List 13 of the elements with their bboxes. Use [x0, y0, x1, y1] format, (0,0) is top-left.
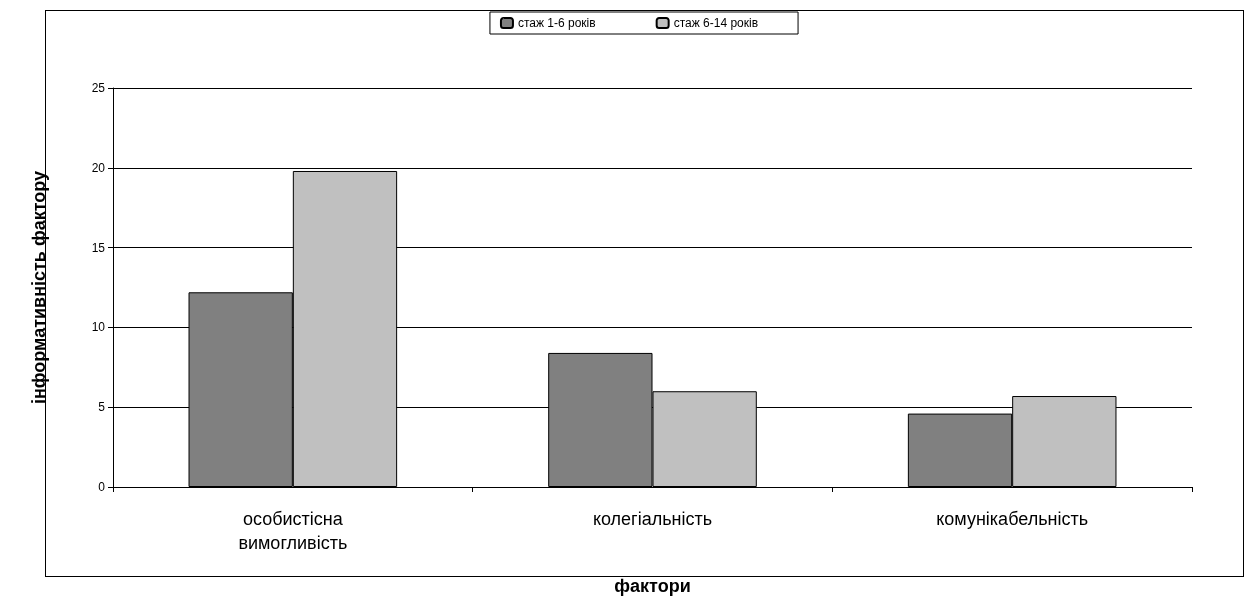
y-tick-label: 15 [91, 240, 106, 255]
legend-label: стаж 6-14 років [673, 16, 759, 30]
y-tick-label: 5 [98, 400, 106, 415]
x-tick-label: комунікабельність [936, 509, 1089, 529]
x-axis-title: фактори [614, 576, 691, 596]
y-tick-label: 0 [98, 480, 106, 494]
y-axis-title: інформативність фактору [29, 170, 49, 405]
x-tick-label: колегіальність [592, 509, 713, 529]
legend-label: стаж 1-6 років [517, 16, 596, 30]
x-tick-label: особистісна вимогливість [238, 509, 348, 553]
y-tick-label: 20 [91, 160, 106, 175]
y-tick-label: 10 [91, 320, 106, 335]
y-tick-label: 25 [91, 81, 106, 95]
